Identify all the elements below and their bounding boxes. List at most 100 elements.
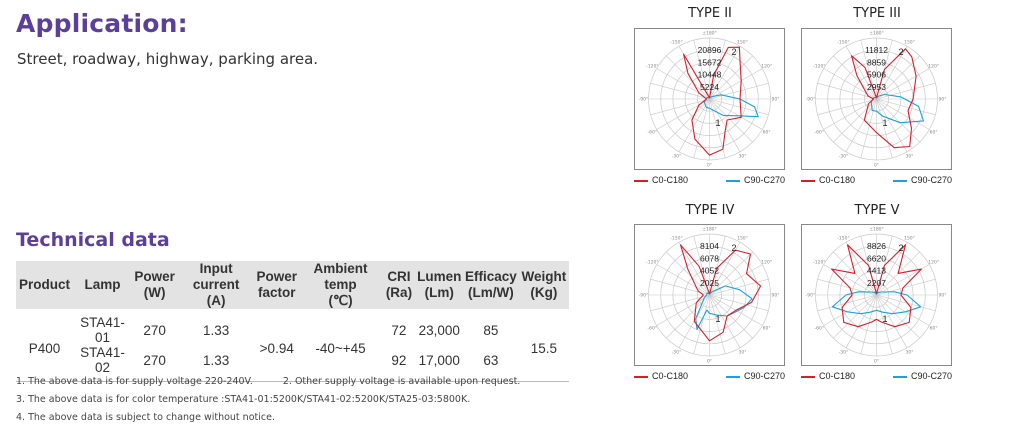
angle-label: -90° [639, 293, 649, 299]
angle-label: 90° [939, 97, 947, 103]
curve-label-1: 1 [883, 118, 888, 128]
radial-tick-label: 4052 [700, 266, 719, 276]
angle-label: 150° [904, 235, 915, 241]
power-cell: 270 [143, 322, 166, 338]
legend-c0-label: C0-C180 [652, 175, 689, 185]
curve-label-1: 1 [883, 314, 888, 324]
note-2: 2. Other supply voltage is available upo… [282, 376, 521, 387]
header-power: Power (W) [131, 261, 178, 309]
header-ambient-temp: Ambient temp (℃) [298, 261, 383, 309]
angle-label: ±180° [869, 227, 884, 233]
c90-c270-curve [695, 285, 753, 330]
angle-label: 150° [737, 39, 748, 45]
polar-plot-type-iii: ±180°-150° 150°-120° 120°-90° 90°-60° 60°-30… [801, 28, 952, 170]
angle-label: 150° [904, 39, 915, 45]
application-text: Street, roadway, highway, parking area. [17, 50, 319, 68]
angle-label: -90° [806, 293, 816, 299]
radial-tick-label: 6620 [867, 253, 886, 263]
note-3: 3. The above data is for color temperatu… [16, 394, 471, 405]
angle-label: -150° [670, 39, 682, 45]
angle-label: 120° [928, 260, 939, 266]
radial-tick-label: 2025 [700, 278, 719, 288]
angle-label: 90° [939, 293, 947, 299]
c0-c180-curve [831, 244, 922, 328]
power-factor-cell: >0.94 [259, 340, 294, 356]
header-product: Product [16, 261, 74, 309]
curve-label-2: 2 [732, 243, 737, 253]
table-row: P400 STA41-01 270 1.33 >0.94 -40~+45 72 … [16, 309, 569, 356]
angle-label: 30° [906, 350, 914, 356]
angle-label: 60° [930, 130, 938, 136]
angle-label: -150° [837, 39, 849, 45]
header-lumen: Lumen (Lm) [415, 261, 464, 309]
angle-label: 30° [739, 350, 747, 356]
angle-label: -60° [648, 326, 658, 332]
angle-label: -150° [670, 235, 682, 241]
angle-label: -30° [672, 154, 682, 160]
legend-type-ii: C0-C180 C90-C270 [634, 175, 785, 187]
angle-label: 120° [761, 64, 772, 70]
angle-label: 120° [928, 64, 939, 70]
efficacy-cell: 85 [483, 322, 499, 338]
cri-cell: 92 [391, 352, 407, 368]
angle-label: -150° [837, 235, 849, 241]
polar-grid-spoke [693, 40, 726, 158]
radial-tick-label: 11812 [865, 45, 888, 55]
legend-c90-label: C90-C270 [743, 371, 785, 381]
radial-tick-label: 20896 [698, 45, 722, 55]
efficacy-cell: 63 [483, 352, 499, 368]
angle-label: -90° [806, 97, 816, 103]
table-row: STA41-02 270 1.33 92 17,000 63 [16, 345, 569, 382]
legend-type-iv: C0-C180 C90-C270 [634, 371, 785, 383]
product-cell: P400 [28, 340, 61, 356]
c90-c270-curve [831, 291, 922, 315]
header-cri: CRI (Ra) [382, 261, 416, 309]
legend-c90-label: C90-C270 [743, 175, 785, 185]
curve-label-2: 2 [732, 47, 737, 57]
radial-tick-label: 8859 [867, 57, 886, 67]
angle-label: 0° [707, 359, 712, 365]
c0-c180-curve [850, 48, 917, 149]
curve-label-1: 1 [716, 118, 721, 128]
lumen-cell: 23,000 [418, 322, 460, 338]
radial-tick-label: 5224 [700, 82, 719, 92]
curve-label-2: 2 [899, 47, 904, 57]
polar-plot-type-v: ±180°-150° 150°-120° 120°-90° 90°-60° 60°-30… [801, 224, 952, 366]
table-header-row: Product Lamp Power (W) Input current (A) P… [16, 261, 569, 309]
angle-label: -30° [839, 350, 849, 356]
current-cell: 1.33 [202, 352, 230, 368]
header-weight: Weight (Kg) [518, 261, 569, 309]
angle-label: 60° [763, 130, 771, 136]
ambient-temp-cell: -40~+45 [315, 340, 366, 356]
angle-label: 30° [906, 154, 914, 160]
radial-tick-label: 15672 [698, 57, 722, 67]
lamp-cell: STA41-02 [80, 345, 125, 375]
cri-cell: 72 [391, 322, 407, 338]
plot-title-type-iii: TYPE III [853, 6, 901, 21]
angle-label: -60° [648, 130, 658, 136]
curve-label-1: 1 [716, 314, 721, 324]
legend-c0-label: C0-C180 [819, 371, 856, 381]
plot-title-type-v: TYPE V [854, 203, 900, 218]
angle-label: -60° [815, 130, 825, 136]
legend-c90-label: C90-C270 [910, 371, 952, 381]
curve-label-2: 2 [899, 243, 904, 253]
polar-plot-type-iv: ±180°-150° 150°-120° 120°-90° 90°-60° 60°-30… [634, 224, 785, 366]
c0-c180-curve [679, 244, 762, 342]
current-cell: 1.33 [202, 322, 230, 338]
legend-c90-label: C90-C270 [910, 175, 952, 185]
polar-grid-spoke [860, 40, 893, 158]
plot-title-type-ii: TYPE II [688, 6, 732, 21]
radial-tick-label: 4413 [867, 266, 886, 276]
angle-label: 0° [707, 163, 712, 169]
polar-grid-spoke [693, 236, 726, 354]
angle-label: 120° [761, 260, 772, 266]
radial-tick-label: 8826 [867, 241, 886, 251]
legend-type-iii: C0-C180 C90-C270 [801, 175, 952, 187]
application-title: Application: [16, 9, 188, 38]
technical-data-table: Product Lamp Power (W) Input current (A) P… [16, 261, 569, 382]
angle-label: -60° [815, 326, 825, 332]
polar-grid-spoke [860, 236, 893, 354]
angle-label: -120° [813, 64, 825, 70]
angle-label: -120° [646, 260, 658, 266]
